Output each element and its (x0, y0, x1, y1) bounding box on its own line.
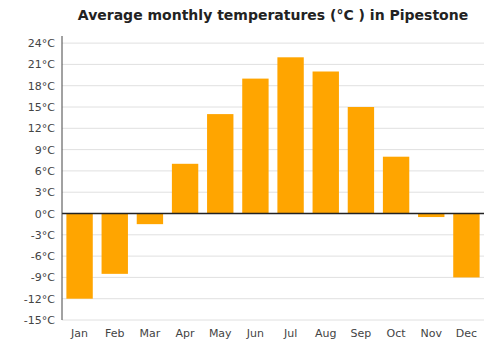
bar (348, 107, 374, 214)
x-tick-label: Apr (176, 327, 196, 340)
x-tick-label: Jun (246, 327, 264, 340)
y-tick-label: 9°C (35, 144, 55, 157)
x-tick-label: Nov (421, 327, 443, 340)
y-tick-label: 0°C (35, 208, 55, 221)
grid-line (62, 64, 484, 65)
y-tick-label: 3°C (35, 186, 55, 199)
grid (62, 43, 484, 320)
y-tick-label: -6°C (31, 250, 55, 263)
x-tick-label: Aug (315, 327, 336, 340)
y-tick-label: -12°C (24, 293, 55, 306)
x-tick-label: Jan (70, 327, 88, 340)
y-tick-label: -3°C (31, 229, 55, 242)
y-tick-label: 12°C (28, 122, 55, 135)
y-tick-label: 21°C (28, 58, 55, 71)
bar (137, 214, 163, 225)
grid-line (62, 213, 484, 214)
x-tick-label: Jul (283, 327, 297, 340)
chart-container: Average monthly temperatures (°C ) in Pi… (0, 0, 500, 350)
y-tick-label: 18°C (28, 80, 55, 93)
x-tick-label: Oct (387, 327, 407, 340)
grid-line (62, 107, 484, 108)
bar (242, 79, 268, 214)
x-tick-label: Dec (456, 327, 477, 340)
grid-line (62, 320, 484, 321)
grid-line (62, 149, 484, 150)
grid-line (62, 192, 484, 193)
grid-line (62, 128, 484, 129)
title: Average monthly temperatures (°C ) in Pi… (78, 7, 468, 23)
bars (66, 57, 479, 298)
x-tick-label: Mar (140, 327, 161, 340)
grid-line (62, 85, 484, 86)
bar (102, 214, 128, 274)
y-tick-label: 6°C (35, 165, 55, 178)
x-tick-label: Sep (351, 327, 372, 340)
y-tick-label: -15°C (24, 314, 55, 327)
bar (383, 157, 409, 214)
y-tick-label: 15°C (28, 101, 55, 114)
bar (66, 214, 92, 299)
grid-line (62, 170, 484, 171)
grid-line (62, 277, 484, 278)
bar (277, 57, 303, 213)
bar (313, 72, 339, 214)
x-tick-label: Feb (105, 327, 124, 340)
x-tick-label: May (209, 327, 232, 340)
grid-line (62, 298, 484, 299)
chart-svg: Average monthly temperatures (°C ) in Pi… (0, 0, 500, 350)
y-tick-label: -9°C (31, 271, 55, 284)
y-tick-label: 24°C (28, 37, 55, 50)
grid-line (62, 43, 484, 44)
bar (207, 114, 233, 213)
bar (453, 214, 479, 278)
bar (172, 164, 198, 214)
y-axis-line (62, 36, 63, 320)
baseline (62, 213, 484, 215)
